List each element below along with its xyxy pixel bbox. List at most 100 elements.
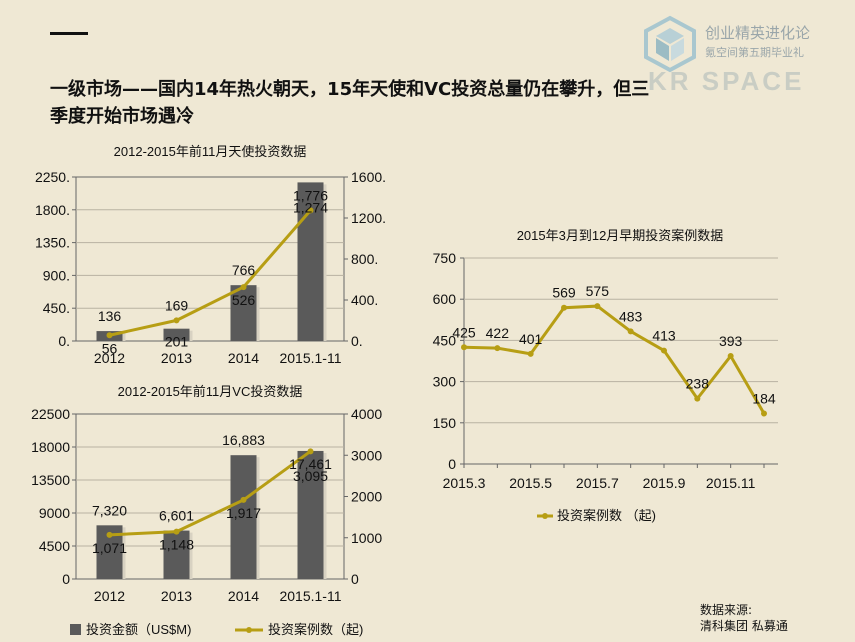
chart1-right-tick-label: 1200.: [351, 210, 386, 226]
logo-subtitle: 氪空间第五期毕业礼: [705, 46, 804, 59]
chart1-line-series: [109, 209, 312, 337]
kr-space-logo: 创业精英进化论 氪空间第五期毕业礼 KR SPACE: [640, 14, 852, 104]
chart3-line-point: [561, 304, 567, 311]
chart3-line-point: [694, 395, 701, 402]
chart2-line-point: [173, 528, 180, 535]
chart3-y-tick-label: 450: [433, 332, 457, 348]
chart3-line-point: [461, 344, 467, 351]
chart3-legend-line-marker: [542, 513, 548, 519]
chart3-line-point: [527, 350, 534, 357]
chart2-left-tick-label: 0: [62, 571, 70, 587]
logo-title: 创业精英进化论: [705, 24, 811, 42]
chart2-right-tick-label: 1000: [351, 530, 382, 546]
chart2-line-point: [106, 531, 113, 538]
cube-logo-icon: [644, 15, 696, 73]
chart2-line-series: [109, 450, 312, 537]
chart2-right-tick-label: 0: [351, 571, 359, 587]
chart2-bar-value-label: 7,320: [92, 502, 127, 518]
chart2-title: 2012-2015年前11月VC投资数据: [118, 384, 303, 399]
chart2-right-tick-label: 2000: [351, 489, 382, 505]
chart1-right-tick-label: 800.: [351, 251, 378, 267]
chart3-x-tick-label: 2015.11: [706, 475, 756, 491]
chart1-right-tick-label: 0.: [351, 333, 363, 349]
chart1-left-tick-label: 1800.: [35, 202, 70, 218]
chart3-data-label: 413: [652, 328, 676, 344]
chart1-category-label: 2014: [228, 350, 259, 366]
chart3-y-tick-label: 0: [448, 456, 456, 472]
chart2-category-label: 2015.1-11: [279, 588, 341, 604]
chart2-legend-bar-swatch: [70, 624, 81, 635]
chart1-line-point: [173, 317, 180, 324]
chart3-legend-label: 投资案例数 （起): [557, 508, 656, 523]
chart2-line-point: [240, 496, 247, 503]
chart2-category-label: 2013: [161, 588, 192, 604]
chart2-line-point: [307, 448, 314, 455]
chart3-data-label: 238: [686, 376, 710, 392]
chart3-data-label: 569: [552, 285, 576, 301]
chart1-line-point: [106, 332, 113, 339]
chart3-y-tick-label: 150: [433, 415, 457, 431]
chart3-data-label: 393: [719, 333, 743, 349]
chart2-bar-value-label: 6,601: [159, 508, 194, 524]
chart1-left-tick-label: 450.: [43, 300, 70, 316]
chart3-line-point: [594, 303, 601, 310]
logo-wordmark: KR SPACE: [648, 66, 805, 96]
page-headline: 一级市场——国内14年热火朝天，15年天使和VC投资总量仍在攀升，但三季度开始市…: [50, 79, 650, 127]
chart2-line-value-label: 1,071: [92, 540, 127, 556]
chart2-category-label: 2012: [94, 588, 125, 604]
chart2-line-value-label: 3,095: [293, 468, 328, 484]
chart3-title: 2015年3月到12月早期投资案例数据: [517, 228, 724, 243]
chart2-left-tick-label: 18000: [31, 439, 70, 455]
chart2-line-value-label: 1,148: [159, 537, 194, 553]
chart2-legend-bar-label: 投资金额（US$M): [86, 622, 191, 637]
chart2-right-tick-label: 3000: [351, 447, 382, 463]
chart3-data-label: 425: [452, 324, 476, 340]
chart1-left-tick-label: 0.: [58, 333, 70, 349]
source-label: 数据来源:: [700, 603, 753, 617]
chart1-line-value-label: 56: [102, 340, 118, 356]
chart1-bar: [230, 285, 257, 341]
chart1-bar-value-label: 169: [165, 297, 189, 313]
chart1-left-tick-label: 2250.: [35, 169, 70, 185]
chart3-line-point: [627, 328, 634, 335]
chart3-y-tick-label: 600: [433, 291, 457, 307]
chart1-bar-value-label: 136: [98, 308, 122, 324]
chart1-bar-value-label: 766: [232, 262, 256, 278]
chart3-data-label: 422: [486, 325, 510, 341]
chart1-bar-value-label: 1,776: [293, 187, 328, 203]
chart2-category-label: 2014: [228, 588, 259, 604]
chart1-category-label: 2013: [161, 350, 192, 366]
chart1-left-tick-label: 900.: [43, 267, 70, 283]
chart3-x-tick-label: 2015.9: [643, 475, 686, 491]
chart3-line-point: [661, 347, 667, 354]
chart1-title: 2012-2015年前11月天使投资数据: [114, 144, 307, 159]
header-rule: [50, 32, 88, 35]
chart3-x-tick-label: 2015.7: [576, 475, 619, 491]
chart3-line-series: [463, 304, 766, 415]
chart3-line-point: [494, 345, 501, 352]
data-source: 数据来源: 清科集团 私募通: [700, 602, 788, 634]
chart1-line-value-label: 201: [165, 334, 189, 350]
chart1-category-label: 2012: [94, 350, 125, 366]
chart1-left-tick-label: 1350.: [35, 235, 70, 251]
chart1-line-value-label: 526: [232, 292, 256, 308]
chart2-right-tick-label: 4000: [351, 406, 382, 422]
chart2-bar: [230, 455, 257, 579]
chart2-left-tick-label: 13500: [31, 472, 70, 488]
chart2-legend-line-marker: [246, 627, 252, 633]
chart1-line-point: [307, 207, 314, 214]
source-value: 清科集团 私募通: [700, 619, 788, 633]
chart3-line-point: [761, 410, 767, 417]
chart3-line-point: [727, 353, 734, 360]
chart1-line-value-label: 1,274: [293, 199, 328, 215]
chart1-right-tick-label: 1600.: [351, 169, 386, 185]
chart3-y-tick-label: 750: [433, 250, 457, 266]
chart3-data-label: 184: [752, 390, 776, 406]
chart3-data-label: 483: [619, 308, 643, 324]
chart2-left-tick-label: 22500: [31, 406, 70, 422]
chart2-left-tick-label: 9000: [39, 505, 70, 521]
chart3-data-label: 401: [519, 331, 543, 347]
chart2-line-value-label: 1,917: [226, 505, 261, 521]
chart1-category-label: 2015.1-11: [279, 350, 341, 366]
